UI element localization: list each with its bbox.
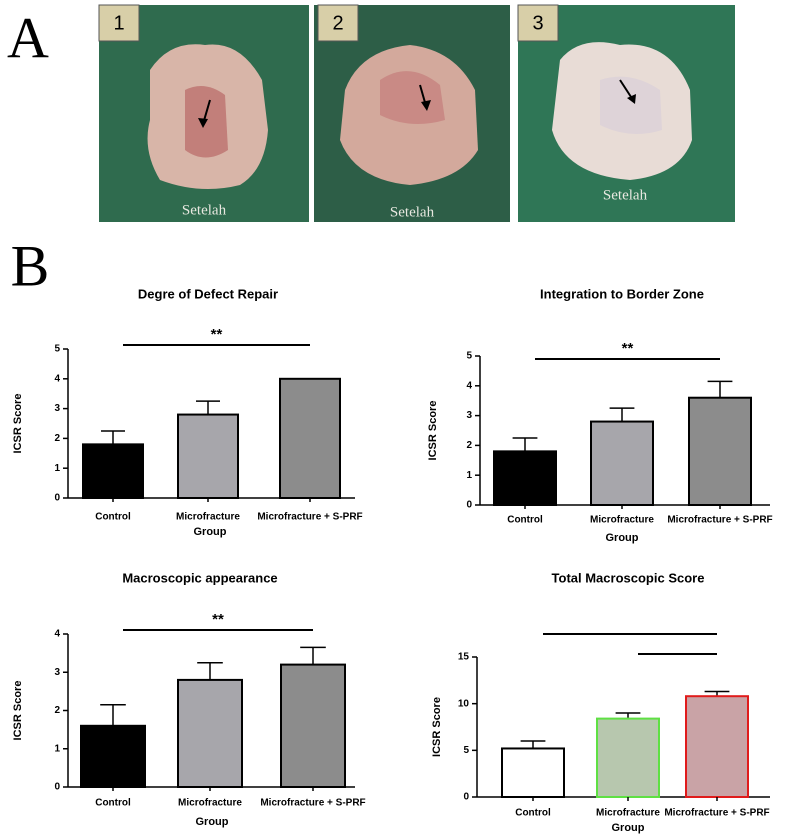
y-tick-label: 2	[54, 433, 60, 444]
bar	[82, 443, 144, 499]
chart: Macroscopic appearance ICSR Score Group 0 1 2…	[12, 570, 366, 827]
x-tick-label: Microfracture	[178, 798, 242, 809]
photo-caption: Setelah	[603, 187, 648, 203]
y-tick-label: 10	[458, 698, 470, 709]
panel-label: A	[7, 5, 49, 70]
x-axis-label: Group	[606, 532, 639, 544]
y-axis-label: ICSR Score	[12, 394, 24, 454]
y-tick-label: 3	[466, 410, 472, 421]
chart-title: Integration to Border Zone	[540, 286, 704, 301]
y-tick-label: 2	[54, 705, 60, 716]
chart: Total Macroscopic Score ICSR Score Group 0 5…	[431, 570, 770, 834]
x-tick-label: Microfracture + S-PRF	[260, 798, 365, 809]
x-tick-label: Control	[95, 798, 131, 809]
y-axis-label: ICSR Score	[431, 697, 443, 757]
bar	[280, 663, 346, 788]
bar	[80, 724, 146, 788]
y-tick-label: 1	[54, 463, 60, 474]
significance-label: **	[211, 326, 223, 343]
x-tick-label: Microfracture	[590, 515, 654, 526]
chart: Integration to Border Zone ICSR Score Grou…	[427, 286, 773, 543]
y-tick-label: 5	[463, 745, 469, 756]
y-tick-label: 1	[466, 470, 472, 481]
chart-title: Macroscopic appearance	[122, 570, 277, 585]
bar	[493, 450, 557, 506]
y-tick-label: 4	[466, 380, 472, 391]
bar	[177, 678, 243, 789]
y-tick-label: 0	[54, 782, 60, 793]
x-tick-label: Control	[507, 515, 543, 526]
bar	[501, 747, 565, 799]
y-tick-label: 2	[466, 440, 472, 451]
bar	[279, 377, 341, 499]
chart: Degre of Defect Repair ICSR Score Group 0 1 2…	[12, 286, 363, 537]
y-tick-label: 0	[54, 493, 60, 504]
significance-label: **	[212, 611, 224, 628]
bar	[596, 717, 660, 798]
x-axis-label: Group	[612, 822, 645, 834]
chart-title: Degre of Defect Repair	[138, 286, 278, 301]
photo-label: 3	[532, 12, 543, 34]
x-tick-label: Control	[515, 808, 551, 819]
x-tick-label: Microfracture + S-PRF	[667, 515, 772, 526]
y-tick-label: 0	[463, 792, 469, 803]
y-tick-label: 0	[466, 500, 472, 511]
x-axis-label: Group	[194, 526, 227, 538]
y-tick-label: 5	[466, 351, 472, 362]
significance-label: **	[622, 340, 634, 357]
x-tick-label: Microfracture	[596, 808, 660, 819]
x-axis-label: Group	[196, 816, 229, 828]
x-tick-label: Microfracture + S-PRF	[664, 808, 769, 819]
x-tick-label: Microfracture + S-PRF	[257, 512, 362, 523]
y-tick-label: 15	[458, 652, 470, 663]
y-tick-label: 5	[54, 344, 60, 355]
y-tick-label: 1	[54, 743, 60, 754]
bar	[688, 396, 752, 506]
y-tick-label: 4	[54, 373, 60, 384]
photo: 1 Setelah	[98, 4, 309, 222]
y-axis-label: ICSR Score	[12, 681, 24, 741]
y-tick-label: 3	[54, 403, 60, 414]
y-axis-label: ICSR Score	[427, 401, 439, 461]
photo-caption: Setelah	[182, 202, 227, 218]
photo-label: 2	[332, 12, 343, 34]
panel-label: B	[11, 233, 50, 298]
bar	[590, 420, 654, 506]
y-tick-label: 3	[54, 667, 60, 678]
photo-caption: Setelah	[390, 204, 435, 220]
photo: 3 Setelah	[517, 4, 735, 222]
x-tick-label: Control	[95, 512, 131, 523]
bar	[177, 413, 239, 499]
chart-title: Total Macroscopic Score	[552, 570, 705, 585]
bar	[685, 695, 749, 799]
photo-label: 1	[113, 12, 124, 34]
y-tick-label: 4	[54, 629, 60, 640]
photo: 2 Setelah	[314, 4, 510, 222]
x-tick-label: Microfracture	[176, 512, 240, 523]
